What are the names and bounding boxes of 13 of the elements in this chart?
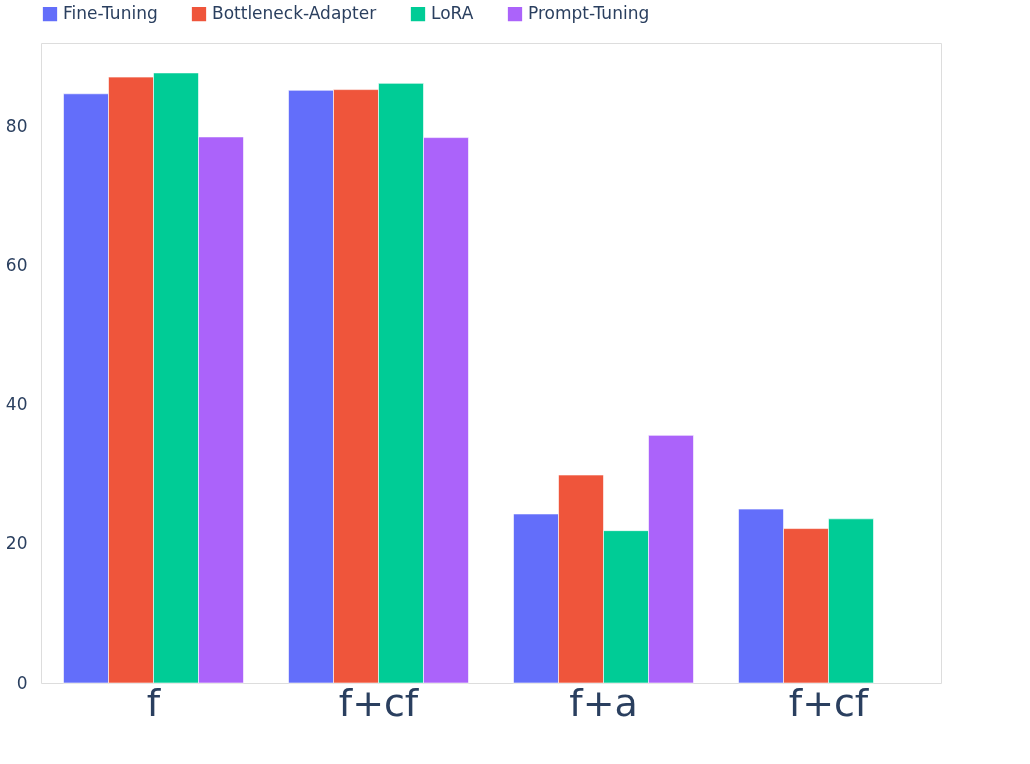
x-tick-label: f [146, 680, 162, 725]
y-tick-label: 60 [5, 255, 28, 276]
legend-label: Prompt-Tuning [528, 3, 650, 24]
legend-label: Bottleneck-Adapter [212, 3, 377, 24]
y-tick-label: 80 [5, 115, 28, 136]
x-tick-label: f+cf [788, 680, 870, 725]
y-tick-label: 0 [16, 672, 28, 693]
legend-label: Fine-Tuning [63, 3, 158, 24]
y-tick-label: 40 [5, 394, 28, 415]
x-tick-label: f+a [569, 680, 638, 725]
y-tick-label: 20 [5, 533, 28, 554]
legend-label: LoRA [431, 3, 474, 24]
x-tick-label: f+cf [338, 680, 420, 725]
